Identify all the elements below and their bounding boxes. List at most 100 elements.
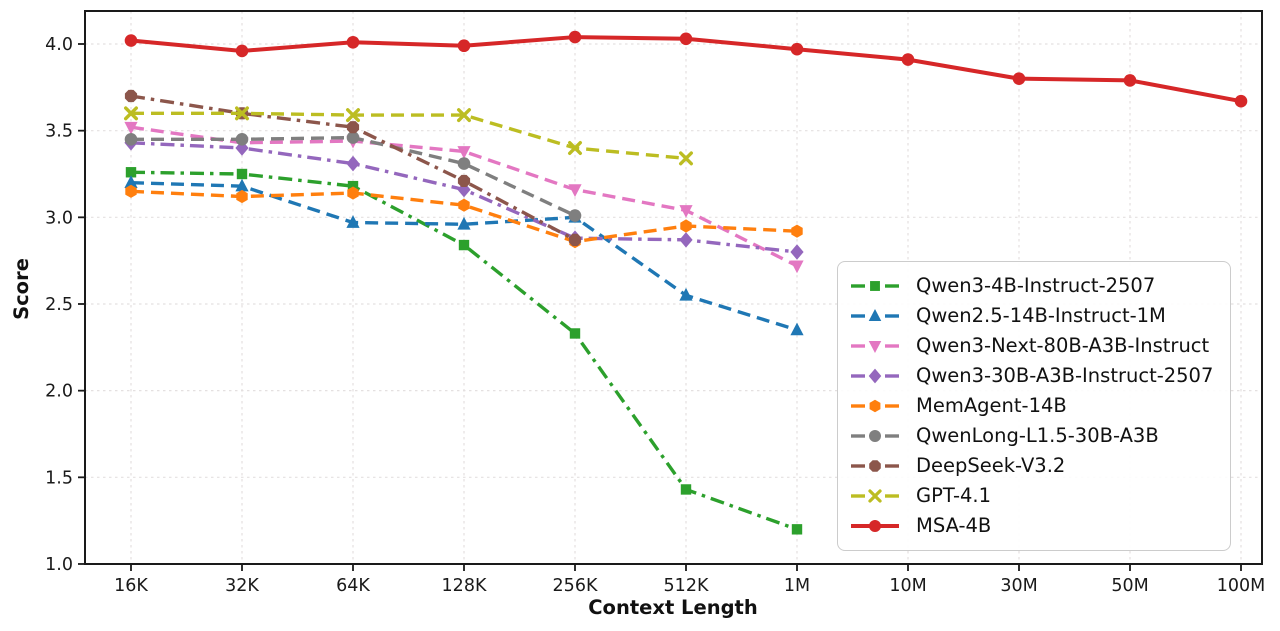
- circle-marker: [869, 430, 881, 442]
- circle-marker: [124, 133, 138, 146]
- y-tick-label: 2.0: [45, 382, 73, 402]
- y-tick-label: 1.5: [45, 468, 73, 488]
- x-axis-title: Context Length: [588, 596, 758, 619]
- legend-key-circle: [851, 520, 899, 532]
- octagon-marker: [124, 89, 138, 103]
- y-tick-label: 2.5: [45, 295, 73, 315]
- circle-marker: [1123, 74, 1137, 87]
- legend-label: MemAgent-14B: [916, 394, 1067, 418]
- square-marker: [870, 281, 880, 291]
- y-tick-label: 1.0: [45, 555, 73, 575]
- hexagon-marker: [869, 399, 881, 413]
- triangle-up-marker: [346, 215, 360, 228]
- square-marker: [458, 239, 470, 251]
- triangle-up-marker: [790, 322, 804, 336]
- triangle-up-marker: [124, 175, 138, 188]
- x-marker: [568, 140, 582, 155]
- x-marker: [235, 106, 249, 121]
- circle-marker: [457, 157, 471, 170]
- series-line: [130, 94, 576, 242]
- square-marker: [569, 328, 581, 339]
- x-marker: [457, 108, 471, 123]
- y-tick-label: 3.0: [45, 208, 73, 228]
- circle-marker: [124, 34, 138, 47]
- legend-key-circle: [851, 430, 899, 442]
- legend-item: MemAgent-14B: [849, 391, 1220, 421]
- circle-marker: [457, 39, 471, 53]
- octagon-marker: [346, 121, 360, 134]
- hexagon-marker: [680, 219, 692, 233]
- hexagon-marker: [236, 189, 248, 204]
- legend-item: MSA-4B: [849, 511, 1220, 541]
- series-QwenLong-L1.5-30B-A3B: [124, 131, 582, 222]
- diamond-marker: [868, 368, 882, 384]
- circle-marker: [679, 32, 693, 46]
- circle-marker: [346, 35, 360, 49]
- legend-key-x: [851, 489, 899, 503]
- legend: Qwen3-4B-Instruct-2507 Qwen2.5-14B-Instru…: [837, 261, 1231, 551]
- triangle-down-marker: [568, 184, 582, 197]
- circle-marker: [901, 53, 915, 66]
- triangle-down-marker: [124, 121, 138, 135]
- square-marker: [791, 524, 803, 535]
- diamond-marker: [346, 155, 360, 172]
- x-tick-label: 50M: [1111, 576, 1148, 596]
- legend-key-square: [851, 281, 899, 291]
- series-line: [131, 111, 687, 161]
- octagon-marker: [457, 174, 471, 188]
- triangle-up-marker: [679, 287, 693, 301]
- y-tick-label: 3.5: [45, 122, 73, 142]
- series-Qwen2.5-14B-Instruct-1M: [124, 175, 804, 336]
- x-tick-label: 512K: [664, 576, 709, 596]
- hexagon-marker: [458, 198, 470, 212]
- legend-item: GPT-4.1: [849, 481, 1220, 511]
- circle-marker: [568, 209, 582, 222]
- legend-label: DeepSeek-V3.2: [916, 454, 1066, 478]
- legend-label: Qwen2.5-14B-Instruct-1M: [916, 304, 1166, 328]
- circle-marker: [1012, 72, 1026, 85]
- square-marker: [347, 180, 359, 192]
- square-marker: [125, 167, 137, 178]
- hexagon-marker: [347, 186, 359, 200]
- series-MSA-4B: [124, 30, 1248, 108]
- data-series: [124, 30, 1248, 535]
- x-tick-label: 30M: [1000, 576, 1037, 596]
- circle-marker: [568, 30, 582, 44]
- octagon-marker: [568, 233, 582, 246]
- triangle-down-marker: [868, 340, 882, 354]
- x-marker: [679, 151, 693, 166]
- x-tick-labels: 16K 32K 64K 128K 256K 512K 1M 10M 30M 50M 100M: [114, 576, 1265, 596]
- x-tick-label: 128K: [442, 576, 487, 596]
- legend-label: MSA-4B: [916, 514, 992, 538]
- legend-item: Qwen3-Next-80B-A3B-Instruct: [849, 331, 1220, 361]
- circle-marker: [235, 44, 249, 58]
- legend-label: Qwen3-Next-80B-A3B-Instruct: [916, 334, 1210, 358]
- legend-item: QwenLong-L1.5-30B-A3B: [849, 421, 1220, 451]
- legend-item: DeepSeek-V3.2: [849, 451, 1220, 481]
- x-marker: [346, 108, 360, 123]
- legend-item: Qwen3-4B-Instruct-2507: [849, 271, 1220, 301]
- y-tick-label: 4.0: [45, 35, 73, 55]
- legend-key-triangle-up: [851, 308, 899, 322]
- series-Qwen3-4B-Instruct-2507: [125, 167, 803, 535]
- legend-key-hexagon: [851, 399, 899, 413]
- hexagon-marker: [791, 224, 803, 238]
- triangle-up-marker: [235, 178, 249, 192]
- legend-key-diamond: [851, 368, 899, 384]
- square-marker: [236, 168, 248, 180]
- x-tick-label: 32K: [225, 576, 259, 596]
- legend-label: Qwen3-30B-A3B-Instruct-2507: [916, 364, 1214, 388]
- triangle-up-marker: [868, 308, 882, 322]
- x-tick-label: 16K: [114, 576, 148, 596]
- triangle-down-marker: [679, 205, 693, 218]
- circle-marker: [235, 133, 249, 146]
- legend-item: Qwen2.5-14B-Instruct-1M: [849, 301, 1220, 331]
- legend-key-triangle-down: [851, 340, 899, 354]
- axis-tick-marks: [78, 43, 1242, 571]
- legend-key-octagon: [851, 460, 899, 472]
- legend-label: Qwen3-4B-Instruct-2507: [916, 274, 1156, 298]
- x-marker: [124, 106, 138, 121]
- triangle-up-marker: [457, 216, 471, 230]
- circle-marker: [1234, 94, 1248, 108]
